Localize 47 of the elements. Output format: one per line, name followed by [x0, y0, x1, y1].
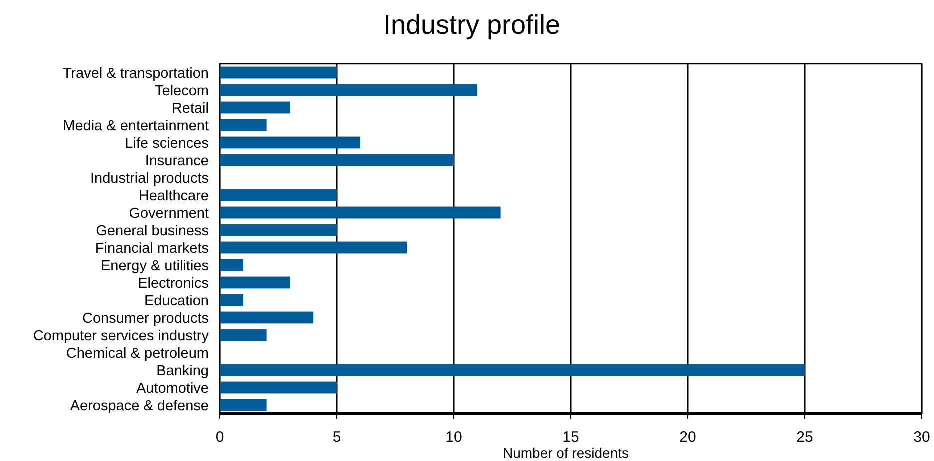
bar: [220, 136, 360, 149]
y-tick-label: Retail: [172, 100, 209, 117]
bar: [220, 154, 454, 166]
bar: [220, 294, 244, 306]
x-tick-label: 5: [332, 429, 342, 446]
x-tick-label: 0: [216, 429, 224, 446]
y-tick-label: General business: [96, 223, 209, 240]
bar: [220, 312, 314, 324]
bar: [220, 242, 408, 254]
y-tick-label: Government: [129, 206, 209, 222]
x-tick-label: 25: [796, 429, 814, 446]
bar: [220, 84, 478, 96]
y-tick-label: Computer services industry: [33, 328, 210, 344]
y-tick-label: Financial markets: [95, 240, 209, 257]
x-tick-label: 20: [680, 429, 696, 446]
y-tick-label: Insurance: [145, 153, 209, 170]
bar: [220, 329, 267, 342]
bar: [220, 399, 267, 412]
chart-title: Industry profile: [383, 10, 561, 40]
bar: [220, 224, 337, 236]
y-tick-label: Healthcare: [138, 188, 209, 204]
y-tick-label: Media & entertainment: [63, 118, 209, 134]
y-tick-label: Banking: [156, 363, 209, 380]
y-tick-label: Electronics: [138, 276, 209, 292]
bar: [220, 259, 244, 272]
y-tick-label: Automotive: [136, 380, 209, 397]
x-tick-label: 15: [562, 429, 580, 446]
bar: [220, 364, 805, 376]
y-tick-label: Education: [144, 293, 209, 310]
y-tick-label: Aerospace & defense: [70, 398, 209, 414]
bar: [220, 189, 337, 202]
x-axis-title: Number of residents: [502, 445, 630, 461]
y-tick-label: Chemical & petroleum: [66, 346, 209, 362]
bar: [220, 206, 501, 219]
bar: [220, 66, 337, 79]
x-tick-label: 10: [446, 429, 462, 446]
y-tick-label: Telecom: [155, 83, 209, 100]
bar: [220, 102, 290, 114]
y-tick-label: Life sciences: [125, 136, 209, 152]
x-tick-label: 30: [914, 429, 930, 446]
y-tick-label: Industrial products: [90, 170, 209, 187]
y-tick-label: Consumer products: [82, 310, 209, 327]
bar: [220, 276, 290, 289]
y-tick-label: Energy & utilities: [101, 258, 209, 274]
bar: [220, 382, 337, 394]
y-tick-label: Travel & transportation: [62, 66, 209, 82]
bar: [220, 119, 267, 132]
